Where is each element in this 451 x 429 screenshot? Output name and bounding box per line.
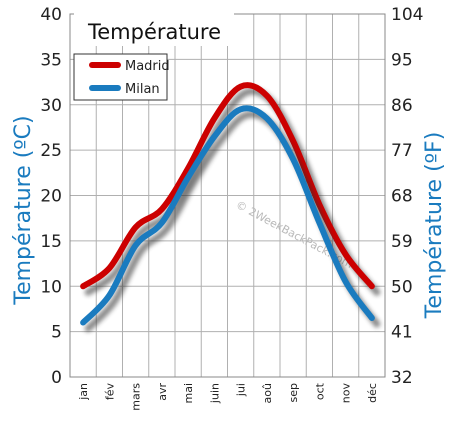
series-lines — [80, 82, 381, 333]
month-label: mai — [182, 383, 195, 404]
left-tick-label: 25 — [40, 141, 62, 161]
legend-label-madrid: Madrid — [125, 59, 170, 74]
month-label: aoû — [261, 383, 274, 403]
right-axis-ticks: 32 41 50 59 68 77 86 95 104 — [391, 5, 423, 388]
chart-title: Température — [87, 20, 221, 44]
left-tick-label: 10 — [40, 277, 62, 297]
left-tick-label: 35 — [40, 50, 62, 70]
month-label: avr — [156, 383, 169, 401]
right-tick-label: 41 — [391, 323, 413, 343]
right-tick-label: 86 — [391, 96, 413, 116]
legend: Température Madrid Milan — [73, 12, 234, 101]
title-box — [74, 12, 234, 46]
month-label: juin — [208, 383, 221, 404]
left-tick-label: 30 — [40, 96, 62, 116]
right-tick-label: 95 — [391, 50, 413, 70]
x-axis-month-labels: jan fév mars avr mai juin jui aoû sep oct nov déc — [77, 382, 379, 410]
right-tick-label: 50 — [391, 277, 413, 297]
left-tick-label: 40 — [40, 5, 62, 25]
legend-label-milan: Milan — [125, 82, 160, 97]
series-line-madrid — [80, 82, 375, 290]
left-axis-ticks: 0 5 10 15 20 25 30 35 40 — [40, 5, 62, 388]
right-tick-label: 104 — [391, 5, 423, 25]
left-tick-label: 15 — [40, 232, 62, 252]
month-label: sep — [287, 383, 300, 402]
month-label: nov — [340, 383, 353, 404]
right-tick-label: 59 — [391, 232, 413, 252]
right-axis-title: Température (ºF) — [422, 132, 447, 320]
left-axis-title: Température (ºC) — [11, 115, 36, 305]
left-tick-label: 20 — [40, 187, 62, 207]
right-tick-label: 32 — [391, 368, 413, 388]
series-shadow-milan — [84, 110, 381, 333]
series-line-milan — [80, 105, 375, 326]
month-label: oct — [313, 382, 326, 400]
month-label: fév — [103, 383, 116, 401]
month-label: mars — [130, 383, 143, 411]
month-label: déc — [366, 383, 379, 403]
month-label: jui — [235, 383, 248, 397]
legend-box — [73, 53, 168, 101]
right-tick-label: 77 — [391, 141, 413, 161]
left-tick-label: 5 — [51, 323, 62, 343]
right-tick-label: 68 — [391, 187, 413, 207]
month-label: jan — [77, 383, 90, 401]
left-tick-label: 0 — [51, 368, 62, 388]
